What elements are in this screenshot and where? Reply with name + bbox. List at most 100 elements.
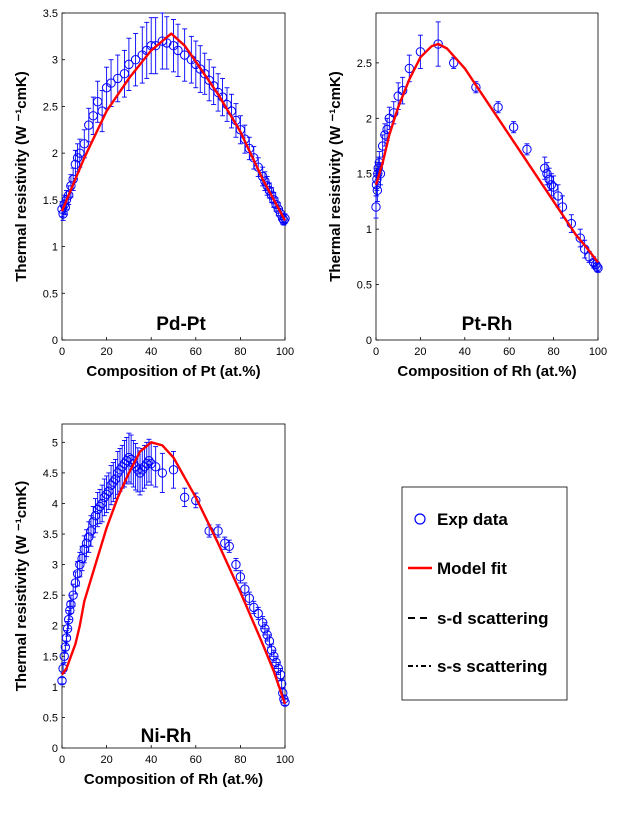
y-axis-label: Thermal resistivity (W ⁻¹cmK) — [13, 481, 30, 691]
y-axis-label: Thermal resistivity (W ⁻¹cmK) — [13, 71, 30, 281]
exp-point — [179, 28, 190, 82]
data-point — [75, 559, 85, 570]
data-point — [179, 492, 190, 503]
data-point — [271, 199, 281, 210]
data-point — [235, 572, 246, 582]
exp-point — [522, 143, 532, 156]
data-point — [150, 462, 161, 472]
data-point — [168, 465, 179, 475]
chart-panel-ni-rh: 0 20 40 60 80 100 0 0.5 1 1.5 2 2.5 3 3.5 4 4.5 5 Composi… — [13, 423, 294, 788]
y-tick-label: 1.5 — [43, 651, 58, 663]
legend-entry: s-d scattering — [408, 609, 548, 628]
data-point — [113, 73, 123, 84]
x-tick-label: 0 — [59, 346, 65, 358]
x-tick-label: 60 — [190, 346, 202, 358]
data-point — [389, 108, 399, 118]
data-point — [60, 642, 71, 652]
data-point — [593, 263, 603, 273]
exp-point — [137, 26, 147, 84]
data-point — [124, 59, 134, 70]
y-tick-label: 1.5 — [357, 169, 372, 181]
x-tick-label: 80 — [234, 346, 246, 358]
x-tick-label: 100 — [276, 346, 294, 358]
exp-point — [224, 539, 234, 553]
exp-point — [57, 676, 67, 686]
data-point — [372, 185, 383, 196]
x-tick-label: 20 — [414, 346, 426, 358]
data-point — [65, 605, 75, 616]
y-tick-label: 4.5 — [43, 468, 58, 480]
x-axis-label: Composition of Pt (at.%) — [86, 363, 260, 380]
x-tick-label: 80 — [547, 346, 559, 358]
data-point — [493, 102, 503, 112]
chart-panel-pd-pt: 0 20 40 60 80 100 0 0.5 1 1.5 2 2.5 3 3.5 Composition … — [13, 8, 294, 380]
data-point — [264, 185, 275, 196]
axes-frame — [61, 12, 286, 341]
exp-point — [92, 80, 103, 123]
exp-point — [60, 640, 71, 654]
data-point — [157, 468, 168, 478]
y-tick-label: 2.5 — [43, 101, 58, 113]
data-point — [522, 144, 532, 155]
data-point — [244, 593, 255, 603]
exp-point — [508, 121, 519, 134]
exp-point — [231, 558, 241, 572]
x-tick-label: 100 — [589, 346, 607, 358]
data-point — [179, 50, 190, 60]
exp-point — [593, 263, 603, 273]
data-point — [61, 195, 72, 205]
y-tick-label: 2 — [366, 113, 372, 125]
data-point — [70, 578, 81, 588]
y-tick-label: 3 — [52, 560, 58, 572]
y-tick-label: 5 — [52, 437, 58, 449]
data-point — [59, 651, 69, 662]
data-point — [72, 569, 83, 579]
y-tick-label: 3.5 — [43, 529, 58, 541]
data-point — [63, 190, 74, 200]
x-axis-label: Composition of Rh (at.%) — [84, 771, 263, 788]
exp-point — [68, 583, 78, 607]
data-point — [57, 676, 67, 686]
x-tick-label: 40 — [459, 346, 471, 358]
y-tick-label: 3 — [52, 55, 58, 67]
exp-point — [77, 545, 87, 572]
panel-label: Pt-Rh — [462, 314, 513, 335]
data-point — [508, 122, 519, 132]
y-tick-label: 0 — [366, 335, 372, 347]
data-point — [150, 41, 161, 51]
legend-label: Model fit — [437, 559, 507, 578]
data-point — [130, 55, 141, 65]
legend-label: s-d scattering — [437, 609, 548, 628]
data-point — [240, 584, 250, 594]
data-point — [262, 181, 272, 191]
data-point — [61, 633, 72, 643]
y-tick-label: 0.5 — [357, 280, 372, 292]
y-tick-label: 4 — [52, 498, 58, 510]
data-point — [224, 541, 234, 551]
y-tick-label: 0.5 — [43, 288, 58, 300]
exp-point — [235, 570, 246, 584]
exp-point — [144, 438, 154, 483]
y-tick-label: 0.5 — [43, 712, 58, 724]
exp-point — [75, 551, 85, 578]
model-fit-line — [61, 441, 287, 705]
exp-point — [222, 87, 232, 122]
exp-point — [106, 59, 116, 107]
exp-point — [84, 107, 94, 143]
data-point — [79, 139, 90, 149]
exp-point — [575, 228, 585, 248]
x-tick-label: 80 — [234, 754, 246, 766]
data-point — [269, 195, 279, 205]
model-fit-line — [374, 42, 599, 264]
data-point — [66, 599, 76, 610]
exp-point — [493, 101, 503, 114]
exp-point — [150, 446, 161, 488]
exp-point — [269, 191, 279, 208]
exp-point — [108, 462, 118, 503]
y-tick-label: 2.5 — [43, 590, 58, 602]
x-tick-label: 40 — [145, 346, 157, 358]
y-tick-label: 2.5 — [357, 58, 372, 70]
data-point — [63, 614, 74, 625]
data-point — [68, 590, 78, 600]
y-tick-label: 0 — [52, 743, 58, 755]
